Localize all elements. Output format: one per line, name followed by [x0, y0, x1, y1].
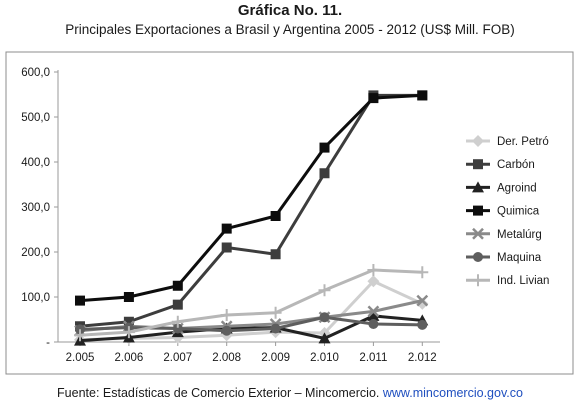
x-tick-label: 2.012 [408, 352, 437, 364]
legend-label-carb-n: Carbón [497, 159, 535, 171]
data-point-ind-livian [318, 284, 331, 297]
y-tick-label: 400,0 [21, 157, 50, 169]
x-tick-label: 2.005 [66, 352, 95, 364]
chart-series [74, 90, 429, 346]
series-line-ind-livian [79, 268, 423, 337]
data-point-maquina [319, 312, 330, 323]
data-point-quimica [319, 142, 330, 153]
legend-label-maquina: Maquina [497, 252, 542, 264]
data-point-metal-rg [416, 294, 429, 307]
legend-marker-agroind [472, 181, 484, 193]
legend-marker-quimica [473, 205, 483, 216]
chart-frame [5, 51, 574, 375]
y-tick-label: 300,0 [21, 202, 50, 214]
source-link[interactable]: www.mincomercio.gov.co [382, 386, 523, 400]
series-line-quimica [79, 93, 423, 303]
x-tick-label: 2.006 [115, 352, 144, 364]
data-point-carb-n [319, 168, 330, 179]
data-point-carb-n [123, 316, 134, 327]
y-tick-label: 200,0 [21, 247, 50, 259]
legend-marker-maquina [473, 252, 483, 262]
legend-marker-carb-n [473, 159, 483, 170]
series-maquina [75, 312, 428, 336]
data-point-agroind [318, 332, 331, 344]
data-point-carb-n [270, 249, 281, 260]
chart-legend: Der. Petró Carbón Agroind Quimica Metalúrg Ma… [466, 135, 549, 287]
legend-label-quimica: Quimica [497, 206, 540, 218]
data-point-quimica [172, 280, 183, 291]
chart-subtitle: Principales Exportaciones a Brasil y Arg… [65, 22, 515, 37]
x-tick-label: 2.010 [310, 352, 339, 364]
data-point-maquina [417, 319, 428, 330]
legend-marker-metal-rg [472, 227, 484, 240]
source-footer: Fuente: Estadísticas de Comercio Exterio… [0, 386, 580, 400]
data-point-ind-livian [171, 315, 184, 328]
data-point-ind-livian [220, 309, 233, 321]
series-ind-livian [74, 264, 429, 342]
series-quimica [75, 90, 428, 306]
data-point-quimica [221, 223, 232, 234]
legend-label-agroind: Agroind [497, 182, 537, 194]
data-point-carb-n [221, 242, 232, 253]
data-point-quimica [368, 93, 379, 104]
series-line-agroind [79, 314, 423, 343]
data-point-ind-livian [122, 326, 135, 339]
legend-label-metal-rg: Metalúrg [497, 229, 542, 241]
data-point-maquina [172, 323, 183, 334]
x-tick-label: 2.011 [359, 352, 387, 364]
source-text: Fuente: Estadísticas de Comercio Exterio… [57, 386, 383, 400]
legend-label-ind-livian: Ind. Livian [497, 275, 549, 287]
data-point-der-petr [367, 275, 380, 288]
data-point-quimica [75, 295, 85, 306]
data-point-ind-livian [74, 329, 86, 342]
x-tick-label: 2.007 [163, 352, 192, 364]
y-tick-label: 100,0 [21, 292, 50, 304]
data-point-ind-livian [367, 264, 380, 276]
x-tick-label: 2.009 [261, 352, 290, 364]
data-point-agroind [367, 309, 380, 321]
series-line-der-petr [79, 279, 423, 342]
y-tick-label: 600,0 [21, 67, 50, 79]
data-point-carb-n [172, 299, 183, 310]
chart-title: Gráfica No. 11. [237, 2, 343, 19]
data-point-ind-livian [416, 266, 429, 279]
data-point-maquina [221, 325, 232, 336]
data-point-quimica [417, 90, 428, 101]
y-tick-label: 500,0 [21, 112, 50, 124]
x-tick-label: 2.008 [212, 352, 241, 364]
y-tick-label: - [46, 337, 50, 349]
data-point-maquina [270, 323, 281, 334]
series-line-carb-n [79, 93, 423, 328]
legend-marker-der-petr [472, 135, 484, 147]
data-point-quimica [270, 211, 281, 221]
data-point-metal-rg [367, 305, 380, 318]
data-point-ind-livian [269, 306, 282, 319]
data-point-maquina [368, 319, 379, 329]
series-line-maquina [79, 315, 423, 333]
chart-axes: - 100,0 200,0 300,0 400,0 500,0 600,0 2.005 2.00… [21, 67, 440, 364]
data-point-quimica [123, 292, 134, 302]
legend-marker-ind-livian [472, 274, 484, 287]
legend-label-der-petr: Der. Petró [497, 136, 549, 148]
